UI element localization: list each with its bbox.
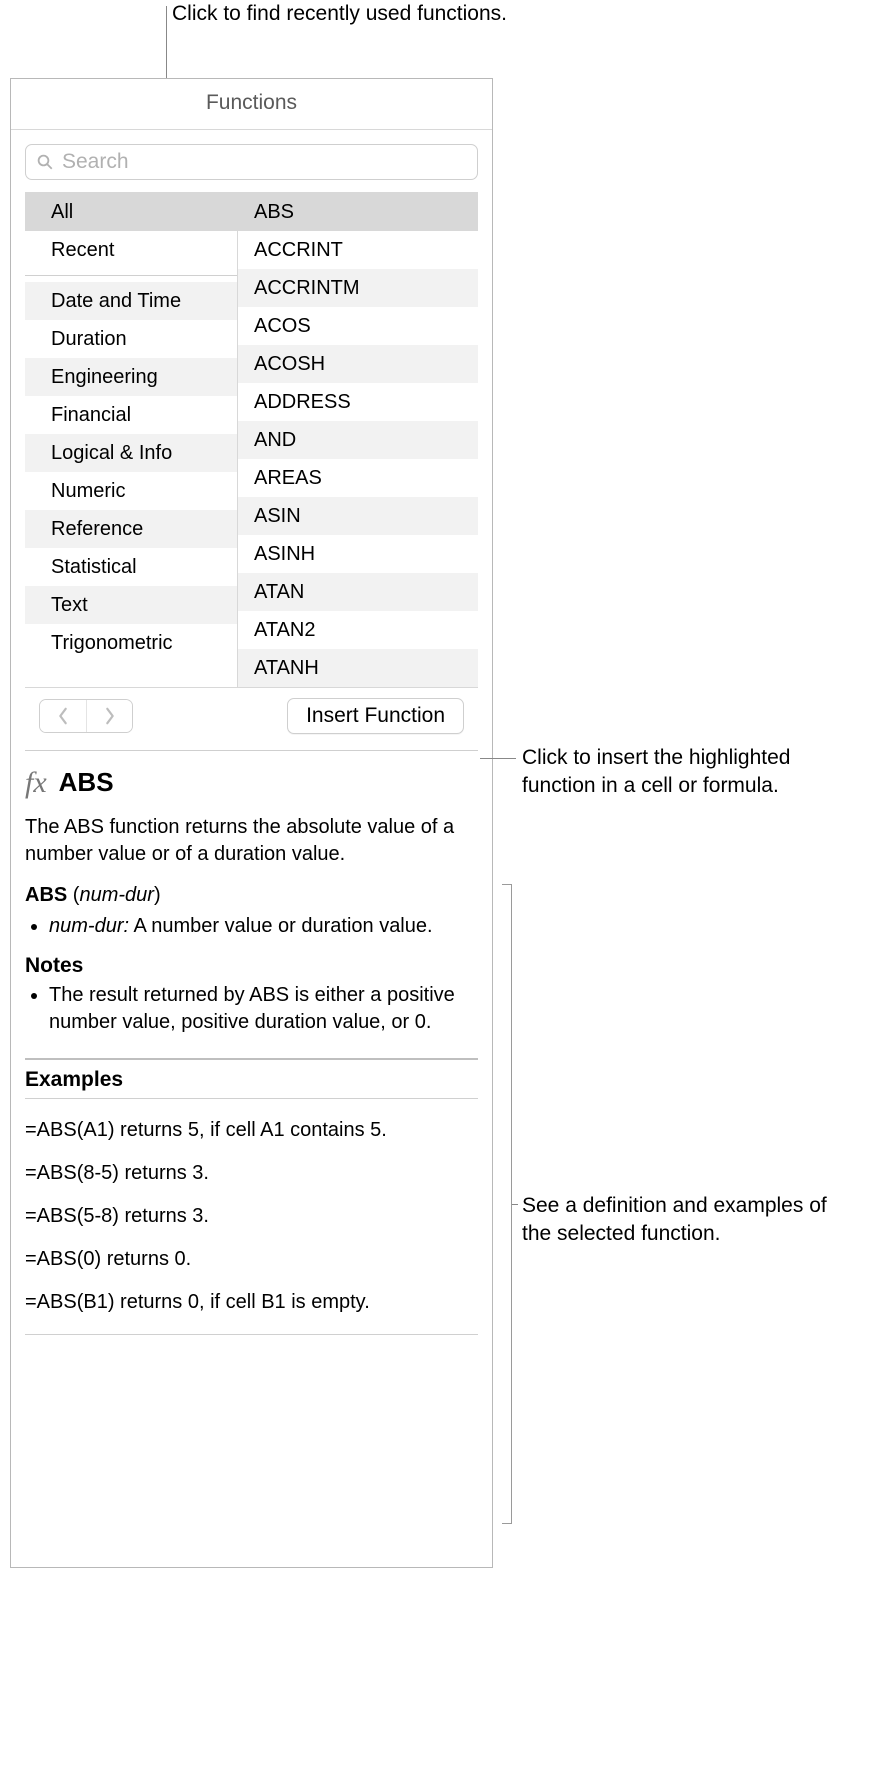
insert-function-button[interactable]: Insert Function <box>287 698 464 734</box>
example-item: =ABS(0) returns 0. <box>25 1238 478 1281</box>
search-wrap <box>11 130 492 192</box>
function-description: The ABS function returns the absolute va… <box>25 814 478 868</box>
category-item[interactable]: Logical & Info <box>25 434 237 472</box>
fx-icon: fx <box>25 768 47 798</box>
category-item[interactable]: Statistical <box>25 548 237 586</box>
browser-toolbar: Insert Function <box>25 688 478 751</box>
notes-heading: Notes <box>25 954 478 978</box>
example-item: =ABS(5-8) returns 3. <box>25 1195 478 1238</box>
forward-button[interactable] <box>86 700 132 732</box>
category-item[interactable]: Duration <box>25 320 237 358</box>
function-signature: ABS (num-dur) <box>25 884 478 907</box>
function-item[interactable]: AND <box>238 421 478 459</box>
browser-lists: All Recent Date and Time Duration Engine… <box>25 192 478 688</box>
category-item[interactable]: Numeric <box>25 472 237 510</box>
search-box[interactable] <box>25 144 478 180</box>
notes-list: The result returned by ABS is either a p… <box>25 982 478 1036</box>
function-heading: fx ABS <box>25 763 478 808</box>
function-item[interactable]: ATAN <box>238 573 478 611</box>
section-divider <box>25 1058 478 1060</box>
argument-name: num-dur: <box>49 915 129 937</box>
function-item[interactable]: ACOSH <box>238 345 478 383</box>
panel-title: Functions <box>11 79 492 130</box>
category-list: All Recent Date and Time Duration Engine… <box>25 193 238 687</box>
category-item[interactable]: Engineering <box>25 358 237 396</box>
category-item[interactable]: Financial <box>25 396 237 434</box>
functions-panel: Functions All Recent Date and Time Durat… <box>10 78 493 1568</box>
arguments-list: num-dur: A number value or duration valu… <box>25 913 478 940</box>
search-input[interactable] <box>60 149 467 175</box>
function-item[interactable]: ACCRINTM <box>238 269 478 307</box>
callout-definition: See a definition and examples of the sel… <box>522 1192 852 1249</box>
function-detail: fx ABS The ABS function returns the abso… <box>11 751 492 1341</box>
function-item[interactable]: ATAN2 <box>238 611 478 649</box>
history-nav <box>39 699 133 733</box>
signature-name: ABS <box>25 884 67 906</box>
callout-insert-leader <box>480 758 516 759</box>
category-item[interactable]: Reference <box>25 510 237 548</box>
function-item[interactable]: AREAS <box>238 459 478 497</box>
function-item[interactable]: ASIN <box>238 497 478 535</box>
function-item[interactable]: ASINH <box>238 535 478 573</box>
category-all[interactable]: All <box>25 193 237 231</box>
function-name: ABS <box>59 767 114 798</box>
examples-divider-bottom <box>25 1334 478 1335</box>
argument-desc: A number value or duration value. <box>133 915 432 937</box>
category-item[interactable]: Trigonometric <box>25 624 237 662</box>
signature-args: num-dur <box>79 884 153 906</box>
callout-definition-bracket <box>502 884 512 1524</box>
category-item[interactable]: Date and Time <box>25 282 237 320</box>
category-item[interactable]: Text <box>25 586 237 624</box>
function-item[interactable]: ACOS <box>238 307 478 345</box>
examples-divider-top <box>25 1098 478 1099</box>
function-item[interactable]: ACCRINT <box>238 231 478 269</box>
search-icon <box>36 153 54 171</box>
callout-recent: Click to find recently used functions. <box>172 0 532 28</box>
back-button[interactable] <box>40 700 86 732</box>
examples-heading: Examples <box>25 1068 478 1092</box>
function-item[interactable]: ATANH <box>238 649 478 687</box>
examples-list: =ABS(A1) returns 5, if cell A1 contains … <box>25 1105 478 1328</box>
note-item: The result returned by ABS is either a p… <box>49 982 478 1036</box>
category-separator <box>25 275 237 276</box>
insert-function-label: Insert Function <box>306 704 445 728</box>
function-list: ABS ACCRINT ACCRINTM ACOS ACOSH ADDRESS … <box>238 193 478 687</box>
example-item: =ABS(A1) returns 5, if cell A1 contains … <box>25 1109 478 1152</box>
argument-item: num-dur: A number value or duration valu… <box>49 913 478 940</box>
callout-insert: Click to insert the highlighted function… <box>522 744 852 801</box>
function-item[interactable]: ABS <box>238 193 478 231</box>
example-item: =ABS(B1) returns 0, if cell B1 is empty. <box>25 1281 478 1324</box>
category-recent[interactable]: Recent <box>25 231 237 269</box>
callout-definition-leader <box>512 1204 518 1205</box>
example-item: =ABS(8-5) returns 3. <box>25 1152 478 1195</box>
function-item[interactable]: ADDRESS <box>238 383 478 421</box>
